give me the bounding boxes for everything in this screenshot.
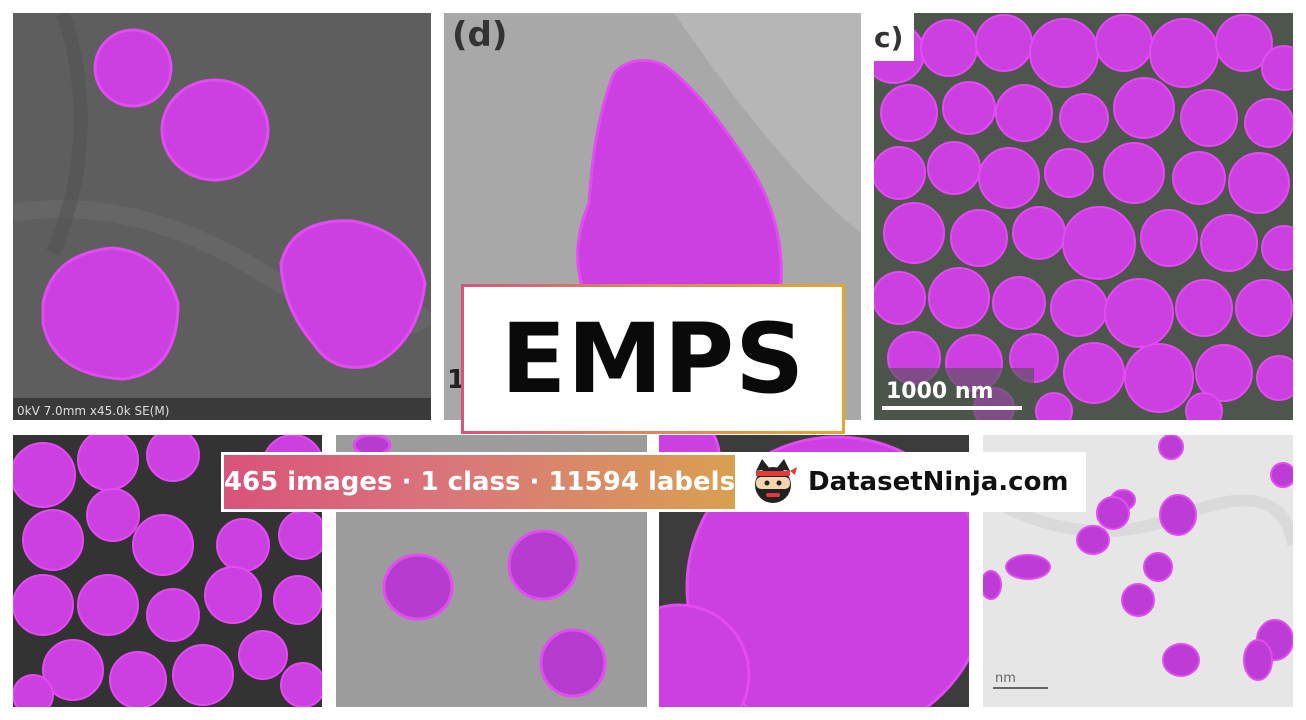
tem-image-3 bbox=[983, 435, 1293, 707]
ninja-cat-icon bbox=[755, 459, 797, 503]
scalebar-label: 1000 nm bbox=[886, 379, 994, 404]
panel-label-d: (d) bbox=[452, 15, 508, 55]
brand-link[interactable]: DatasetNinja.com bbox=[738, 452, 1086, 512]
dataset-stats: 465 images · 1 class · 11594 labels bbox=[223, 467, 736, 497]
sem-image-2 bbox=[874, 13, 1293, 420]
sem-footer-text: 0kV 7.0mm x45.0k SE(M) bbox=[17, 404, 170, 418]
scalebar-label-cut: 1 bbox=[447, 365, 466, 395]
dataset-title-box: EMPS bbox=[461, 284, 845, 434]
brand-name[interactable]: DatasetNinja.com bbox=[808, 467, 1069, 497]
dataset-stats-bar: 465 images · 1 class · 11594 labels bbox=[221, 452, 738, 512]
panel-label-c: c) bbox=[874, 21, 904, 54]
sem-image-1 bbox=[13, 13, 431, 420]
image-tile-bottom-right: nm bbox=[983, 435, 1293, 707]
image-tile-top-right: c) 1000 nm bbox=[874, 13, 1293, 420]
image-tile-top-left: 0kV 7.0mm x45.0k SE(M) bbox=[13, 13, 431, 420]
dataset-title: EMPS bbox=[500, 303, 806, 415]
sem-image-3 bbox=[13, 435, 322, 707]
scalebar-label-nm: nm bbox=[995, 671, 1016, 686]
image-tile-bottom-left bbox=[13, 435, 322, 707]
